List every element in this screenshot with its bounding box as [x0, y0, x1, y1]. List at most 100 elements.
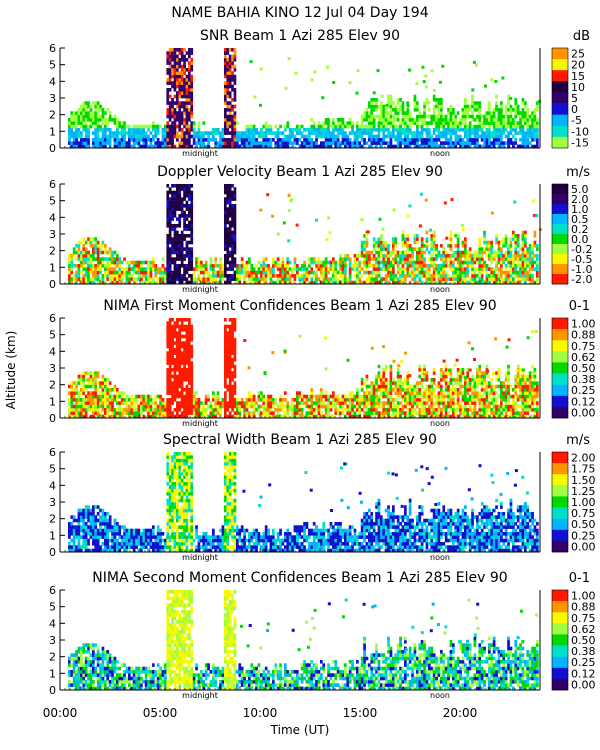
heatmap-cell: [411, 264, 414, 268]
heatmap-cell: [231, 328, 234, 332]
heatmap-cell: [168, 61, 172, 65]
heatmap-cell: [171, 351, 174, 355]
heatmap-cell: [214, 260, 218, 265]
heatmap-cell: [300, 267, 304, 271]
heatmap-cell: [101, 384, 105, 389]
heatmap-cell: [135, 134, 138, 139]
heatmap-cell: [214, 280, 218, 285]
heatmap-cell: [459, 121, 462, 125]
heatmap-cell: [488, 138, 491, 142]
heatmap-cell: [459, 134, 462, 139]
heatmap-cell: [82, 260, 86, 265]
heatmap-cell: [128, 131, 131, 135]
heatmap-cell: [399, 108, 402, 112]
heatmap-cell: [264, 277, 268, 281]
heatmap-cell: [528, 247, 532, 251]
heatmap-cell: [492, 274, 496, 278]
heatmap-cell: [176, 230, 179, 235]
heatmap-cell: [524, 250, 527, 255]
heatmap-cell: [416, 134, 419, 139]
heatmap-cell: [262, 270, 266, 275]
heatmap-cell: [380, 141, 383, 145]
heatmap-cell: [70, 277, 74, 281]
heatmap-cell: [94, 381, 98, 385]
heatmap-cell: [94, 264, 98, 268]
heatmap-cell: [202, 267, 206, 271]
heatmap-cell: [281, 280, 285, 285]
heatmap-cell: [87, 264, 90, 268]
heatmap-cell: [188, 98, 191, 102]
heatmap-cell: [178, 64, 182, 69]
heatmap-cell: [500, 121, 503, 125]
heatmap-cell: [147, 138, 150, 142]
heatmap-cell: [351, 267, 354, 271]
heatmap-cell: [512, 144, 515, 149]
heatmap-cell: [130, 128, 134, 132]
heatmap-cell: [382, 247, 386, 251]
heatmap-cell: [418, 274, 422, 278]
heatmap-cell: [190, 134, 194, 139]
heatmap-cell: [228, 54, 232, 59]
heatmap-cell: [533, 128, 537, 132]
heatmap-cell: [209, 257, 213, 261]
heatmap-cell: [87, 131, 90, 135]
heatmap-cell: [84, 124, 88, 129]
heatmap-cell: [101, 394, 105, 399]
heatmap-cell: [324, 280, 328, 285]
heatmap-cell: [137, 404, 141, 409]
heatmap-cell: [168, 141, 172, 145]
heatmap-cell: [279, 267, 282, 271]
heatmap-cell: [248, 398, 251, 402]
heatmap-cell: [108, 257, 112, 261]
heatmap-cells: [68, 48, 541, 149]
heatmap-cell: [483, 144, 486, 149]
heatmap-cell: [399, 131, 402, 135]
heatmap-cell: [226, 348, 230, 352]
heatmap-cell: [461, 138, 465, 142]
heatmap-cell: [401, 257, 405, 261]
heatmap-cell: [461, 244, 465, 248]
heatmap-cell: [468, 131, 472, 135]
heatmap-cell: [209, 280, 213, 285]
heatmap-cell: [108, 264, 112, 268]
heatmap-cell: [406, 108, 410, 112]
heatmap-cell: [120, 277, 124, 281]
heatmap-cell: [144, 141, 148, 145]
heatmap-cell: [176, 101, 179, 105]
heatmap-cell: [178, 374, 182, 379]
heatmap-cell: [87, 101, 90, 105]
heatmap-cell: [245, 414, 249, 419]
heatmap-cell: [437, 98, 441, 102]
heatmap-cell: [425, 264, 429, 268]
heatmap-cell: [389, 131, 393, 135]
heatmap-cell: [87, 114, 90, 119]
heatmap-cell: [372, 108, 376, 112]
heatmap-cell: [401, 280, 405, 285]
heatmap-cell: [516, 277, 520, 281]
heatmap-cell: [368, 250, 371, 255]
heatmap-cell: [490, 277, 494, 281]
heatmap-cell: [452, 250, 455, 255]
heatmap-cell: [75, 280, 78, 285]
heatmap-cell: [180, 207, 184, 211]
heatmap-cell: [461, 144, 465, 149]
heatmap-cell: [180, 244, 184, 248]
heatmap-cell: [231, 217, 234, 221]
heatmap-cell: [464, 267, 467, 271]
heatmap-cell: [72, 381, 76, 385]
heatmap-cell: [504, 250, 508, 255]
heatmap-cell: [437, 274, 441, 278]
heatmap-cell: [478, 114, 482, 119]
heatmap-cell: [113, 250, 117, 255]
heatmap-cell: [459, 124, 462, 129]
heatmap-cell: [502, 118, 506, 122]
heatmap-cell: [80, 240, 83, 245]
heatmap-cell: [504, 141, 508, 145]
heatmap-cell: [437, 128, 441, 132]
heatmap-cell: [171, 131, 174, 135]
heatmap-cell: [70, 381, 74, 385]
heatmap-cell: [152, 257, 155, 261]
heatmap-cell: [70, 398, 74, 402]
heatmap-cell: [224, 254, 227, 258]
heatmap-cell: [116, 128, 119, 132]
